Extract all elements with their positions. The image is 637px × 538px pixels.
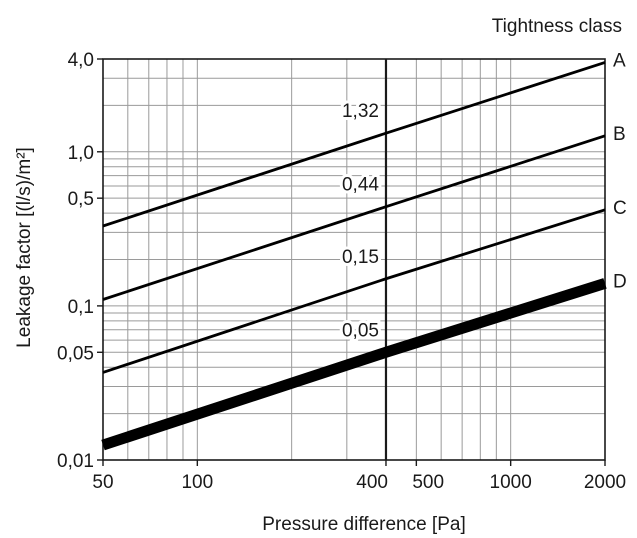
plot-frame bbox=[102, 58, 606, 461]
x-tick-label: 2000 bbox=[584, 472, 626, 493]
x-tick-labels: 50 100 400 500 1000 2000 bbox=[92, 460, 626, 493]
x-tick-label: 1000 bbox=[490, 472, 532, 493]
annotation-label: 0,15 bbox=[342, 247, 379, 268]
y-tick-label: 0,01 bbox=[57, 451, 94, 472]
class-label-a: A bbox=[613, 50, 626, 71]
x-tick-label: 500 bbox=[412, 472, 444, 493]
y-axis-title: Leakage factor [(l/s)/m²] bbox=[14, 147, 35, 348]
x-tick-label: 400 bbox=[356, 472, 388, 493]
annotations: 1,32 0,44 0,15 0,05 bbox=[339, 98, 382, 344]
y-tick-label: 4,0 bbox=[68, 50, 94, 71]
y-tick-label: 0,05 bbox=[57, 343, 94, 364]
class-labels: A B C D bbox=[613, 50, 627, 292]
series-line-c bbox=[102, 208, 606, 374]
series-line-b bbox=[102, 134, 606, 301]
class-label-c: C bbox=[613, 198, 627, 219]
annotation-label: 0,44 bbox=[342, 175, 379, 196]
series-line-d bbox=[101, 278, 607, 451]
legend-title: Tightness class bbox=[492, 16, 622, 37]
series-line-a bbox=[102, 61, 606, 228]
x-tick-label: 50 bbox=[92, 472, 113, 493]
annotation-label: 0,05 bbox=[342, 320, 379, 341]
annotation-label: 1,32 bbox=[342, 101, 379, 122]
series-lines bbox=[101, 61, 607, 451]
y-tick-label: 1,0 bbox=[68, 143, 94, 164]
y-tick-label: 0,1 bbox=[68, 297, 94, 318]
class-label-d: D bbox=[613, 271, 627, 292]
y-tick-label: 0,5 bbox=[68, 189, 94, 210]
y-tick-labels: 0,01 0,05 0,1 0,5 1,0 4,0 bbox=[57, 50, 103, 472]
x-axis-title: Pressure difference [Pa] bbox=[262, 514, 465, 535]
class-label-b: B bbox=[613, 124, 626, 145]
x-tick-label: 100 bbox=[181, 472, 213, 493]
